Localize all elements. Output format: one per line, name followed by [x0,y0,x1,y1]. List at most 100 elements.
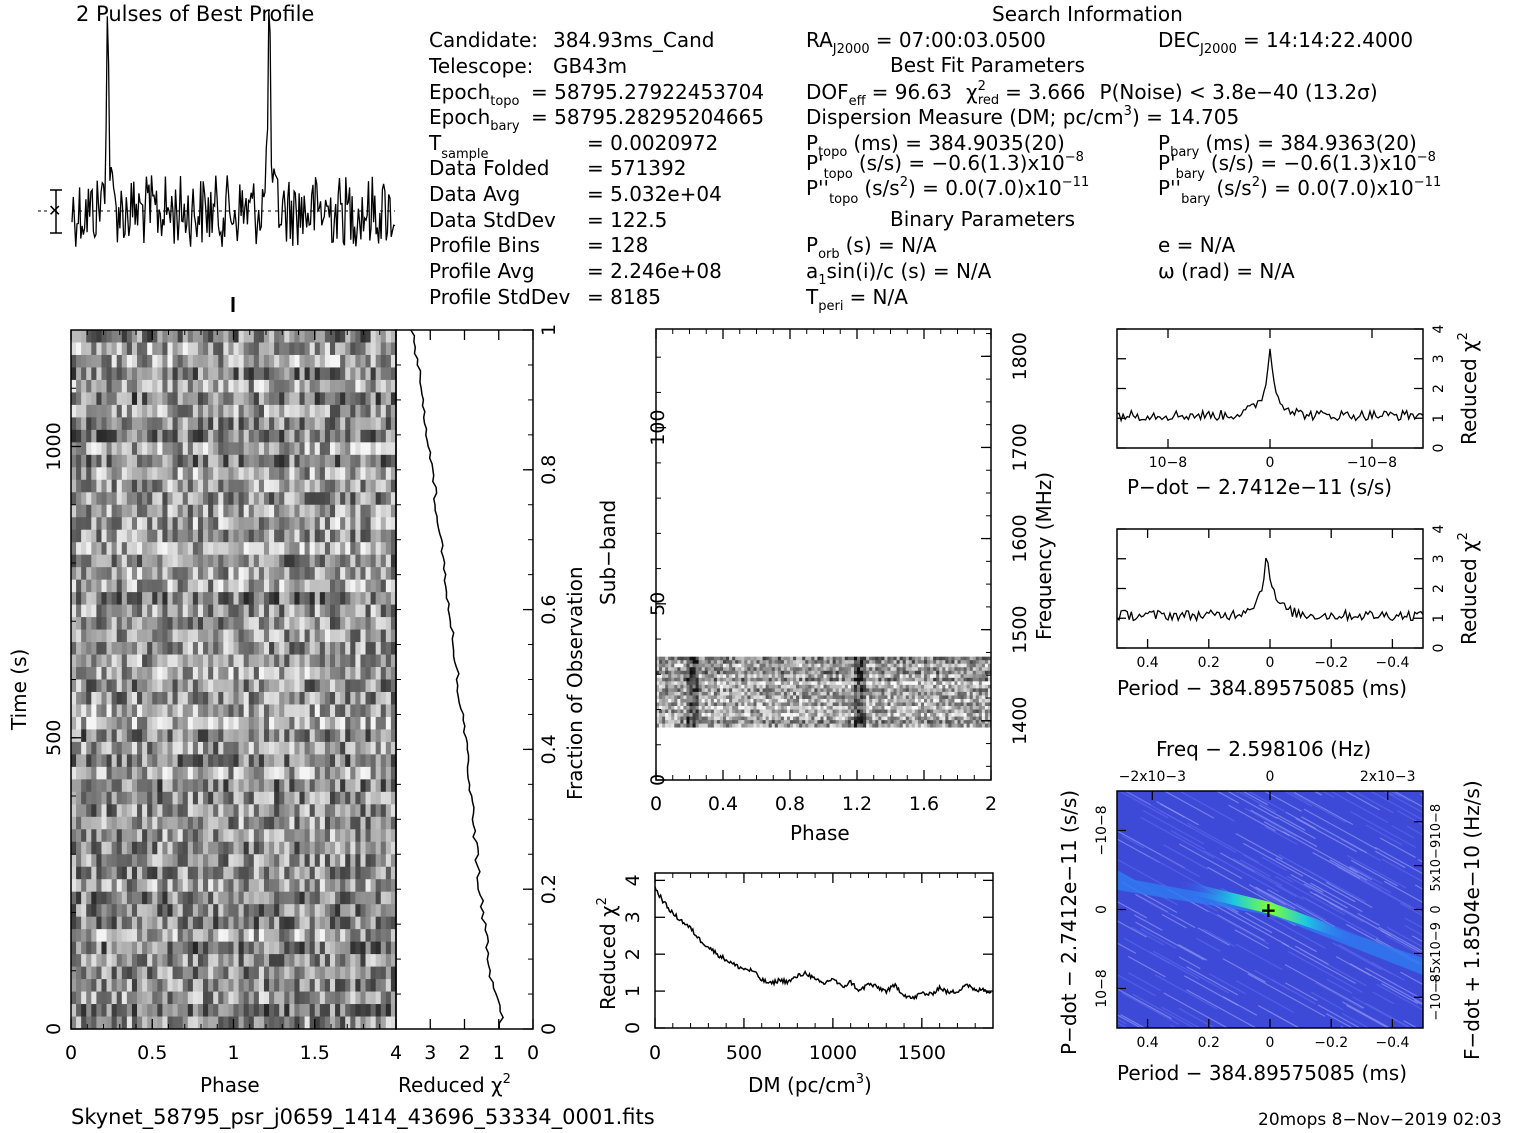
sb-cell [850,684,855,689]
tp-cell [96,816,102,830]
tp-cell [335,691,341,705]
tp-cell [263,330,270,343]
sb-cell [948,667,952,672]
sb-cell [771,691,776,696]
tp-cell [380,991,387,1005]
sb-cell [951,691,955,696]
sb-cell [811,688,815,693]
tp-cell [319,866,326,880]
sb-cell [689,660,693,665]
tp-cell [279,642,285,655]
tp-cell [335,567,341,581]
tp-cell [142,592,148,606]
tp-cell [203,642,209,655]
tp-cell [370,629,377,643]
tp-cell [360,729,366,743]
tp-cell [218,579,224,593]
tp-cell [197,704,204,718]
tp-cell [324,766,331,780]
tp-cell [304,354,311,368]
sb-cell [704,677,709,682]
sb-cell [768,670,773,675]
sb-cell [987,674,992,679]
tp-cell [380,379,387,393]
sb-cell [704,674,709,679]
sb-cell [914,681,919,686]
tp-cell [279,966,285,980]
tp-cell [375,517,382,531]
tp-cell [81,504,87,518]
sb-cell [872,656,876,661]
tp-cell [238,816,245,830]
sb-cell [890,670,894,675]
sb-cell [902,667,907,672]
tp-cell [365,729,372,743]
sb-cell [692,688,696,693]
tp-cell [279,729,285,743]
tp-cell [314,779,321,793]
tp-cell [131,941,138,955]
sb-cell [698,663,703,668]
tp-cell [350,604,356,618]
tp-cell [218,642,224,655]
sb-cell [695,670,700,675]
tp-cell [243,642,250,655]
tp-cell [76,667,82,680]
sb-cell [744,684,748,689]
tp-cell [299,691,305,705]
sb-cell [945,674,949,679]
sb-cell [680,674,684,679]
sb-cell [802,677,806,682]
sb-cell [829,691,834,696]
tp-cell [152,829,158,843]
tp-cell [380,604,387,618]
tp-cell [263,954,270,967]
sb-cell [738,674,742,679]
sb-cell [966,660,971,665]
sb-cell [951,667,955,672]
tp-cell [86,941,92,955]
sb-cell [817,677,821,682]
profile-title: 2 Pulses of Best Profile [76,2,314,26]
sb-cell [710,660,715,665]
tp-cell [101,941,107,955]
tp-cell [208,841,214,855]
tp-cell [279,404,285,418]
ecc: e = N/A [1158,233,1235,257]
tp-cell [319,542,326,556]
subband-grayscale [656,656,992,728]
tp-cell [289,454,295,468]
sb-cell [786,677,791,682]
tp-cell [390,816,397,830]
tp-cell [213,904,219,918]
tp-cell [284,766,290,780]
tp-cell [96,979,102,992]
sb-cell [984,684,989,689]
tp-cell [314,829,321,843]
tp-cell [91,442,97,456]
sb-cell [844,667,849,672]
tp-cell [147,367,153,381]
tp-cell [101,729,107,743]
tp-cell [71,866,77,880]
tp-cell [329,754,336,768]
tp-cell [197,342,204,356]
tp-cell [187,479,194,493]
sb-cell [841,677,846,682]
sb-cell [695,684,700,689]
tp-cell [335,429,341,443]
tp-cell [172,479,179,493]
tp-cell [294,567,300,581]
tp-cell [86,379,92,393]
tp-cell [289,754,295,768]
sb-cell [735,681,739,686]
sb-cell [686,674,690,679]
sb-cell [987,684,992,689]
tp-cell [335,1016,341,1030]
tp-cell [319,504,326,518]
tp-cell [350,417,356,431]
tp-cell [162,479,168,493]
tp-cell [76,542,82,556]
tp-cell [284,454,290,468]
tp-cell [248,417,255,431]
